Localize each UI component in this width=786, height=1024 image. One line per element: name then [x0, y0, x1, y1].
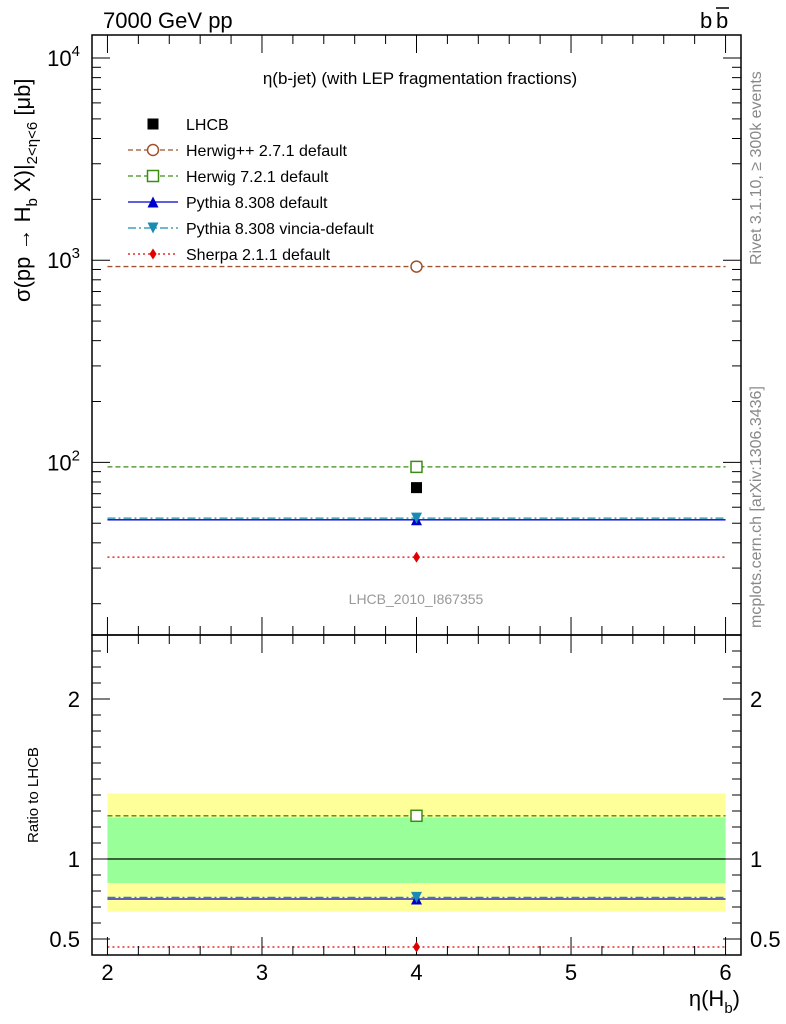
svg-text:b: b — [716, 8, 728, 33]
legend-entry: Pythia 8.308 default — [186, 195, 328, 212]
y-tick-label: 104 — [47, 43, 80, 71]
ratio-tick-label: 2 — [68, 687, 80, 712]
x-tick-label: 4 — [410, 960, 422, 985]
analysis-label: LHCB_2010_I867355 — [349, 591, 484, 607]
x-tick-label: 3 — [256, 960, 268, 985]
series-marker — [411, 512, 422, 524]
ratio-panel: 0.5 0.5 1 1 2 2 — [49, 634, 781, 956]
y-tick-label: 102 — [47, 447, 80, 475]
legend-marker — [149, 248, 157, 260]
y-tick-label: 103 — [47, 245, 80, 273]
mcplots-label: mcplots.cern.ch [arXiv:1306.3436] — [748, 386, 765, 628]
header-right: b b — [700, 7, 729, 33]
x-tick-label: 2 — [101, 960, 113, 985]
rivet-label: Rivet 3.1.10, ≥ 300k events — [748, 71, 765, 265]
ratio-tick-label: 2 — [750, 687, 762, 712]
ratio-tick-label: 1 — [750, 847, 762, 872]
series-marker — [412, 551, 421, 563]
legend-marker — [146, 143, 160, 157]
main-panel: 102 103 104 η(b-jet) (with LEP fragmentati… — [47, 34, 742, 636]
legend-marker — [147, 118, 159, 130]
legend: LHCB Herwig++ 2.7.1 default Herwig 7.2.1 d… — [128, 117, 374, 264]
series-marker — [410, 260, 423, 273]
x-tick-label: 5 — [565, 960, 577, 985]
series-marker — [410, 460, 423, 474]
legend-entry: Herwig 7.2.1 default — [186, 169, 329, 186]
main-series-markers — [410, 260, 423, 563]
legend-marker — [146, 169, 160, 183]
x-tick-labels: 2 3 4 5 6 — [101, 960, 731, 985]
ratio-marker — [412, 941, 421, 953]
x-axis-label: η(Hb) — [689, 986, 740, 1017]
ratio-tick-label: 0.5 — [750, 927, 781, 952]
legend-marker — [147, 222, 159, 234]
y-axis-label: σ(pp → Hb X)|2<η<6 [μb] — [10, 79, 41, 302]
svg-text:b: b — [700, 8, 712, 33]
ratio-series-markers — [410, 809, 423, 953]
legend-entry: LHCB — [186, 117, 229, 134]
header-left: 7000 GeV pp — [103, 8, 233, 33]
chart-title: η(b-jet) (with LEP fragmentation fractio… — [263, 69, 577, 88]
ratio-y-axis-label: Ratio to LHCB — [25, 747, 42, 843]
x-tick-label: 6 — [719, 960, 731, 985]
ratio-tick-label: 1 — [68, 847, 80, 872]
legend-marker — [147, 196, 159, 208]
ratio-marker — [411, 891, 422, 903]
main-axis-ticks: 102 103 104 — [47, 35, 741, 635]
ratio-tick-label: 0.5 — [49, 927, 80, 952]
series-marker — [411, 482, 422, 494]
ratio-frame — [91, 634, 742, 956]
ratio-axis-ticks: 0.5 0.5 1 1 2 2 — [49, 634, 781, 956]
legend-entry: Pythia 8.308 vincia-default — [186, 221, 374, 238]
ratio-marker — [410, 809, 423, 823]
legend-entry: Herwig++ 2.7.1 default — [186, 143, 348, 160]
legend-entry: Sherpa 2.1.1 default — [186, 247, 331, 264]
uncertainty-band-inner — [107, 817, 726, 883]
